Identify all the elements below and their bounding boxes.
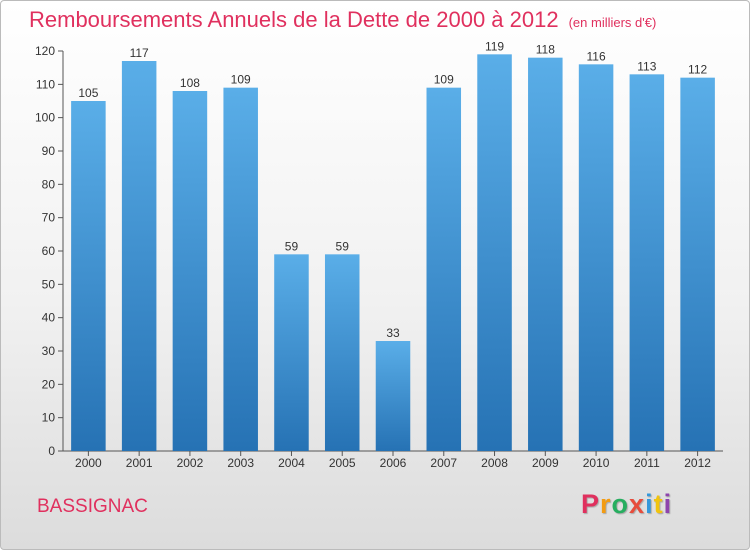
bar-value-label: 108	[180, 76, 200, 90]
bar	[426, 87, 462, 452]
logo-letter: i	[663, 489, 673, 519]
x-tick-label: 2002	[177, 456, 204, 470]
x-tick-label: 2003	[227, 456, 254, 470]
x-tick-label: 2009	[532, 456, 559, 470]
bar-value-label: 105	[78, 86, 98, 100]
bar	[71, 101, 106, 451]
y-tick-label: 120	[35, 44, 55, 58]
y-tick-label: 10	[42, 411, 56, 425]
bar-value-label: 119	[485, 39, 504, 53]
logo-letter: t	[653, 489, 664, 519]
x-tick-label: 2005	[329, 456, 356, 470]
bar	[324, 254, 360, 451]
bar-value-label: 116	[587, 49, 606, 63]
y-tick-label: 80	[42, 177, 56, 191]
bar	[528, 57, 563, 452]
y-tick-label: 30	[42, 344, 56, 358]
bar	[223, 87, 258, 452]
logo-letter: o	[611, 489, 630, 519]
bar-value-label: 109	[231, 73, 251, 87]
logo-letter: P	[581, 489, 601, 519]
bar-value-label: 118	[536, 43, 555, 57]
bar	[629, 74, 665, 451]
y-tick-label: 110	[36, 77, 55, 91]
y-tick-label: 60	[42, 244, 56, 258]
bar-value-label: 109	[434, 73, 454, 87]
bar	[274, 254, 309, 451]
bar-value-label: 117	[130, 46, 149, 60]
bar	[578, 64, 614, 452]
x-tick-label: 2008	[481, 456, 508, 470]
y-tick-label: 100	[35, 111, 55, 125]
y-tick-label: 0	[48, 444, 55, 458]
y-tick-label: 40	[42, 311, 56, 325]
chart-title: Remboursements Annuels de la Dette de 20…	[29, 7, 656, 33]
bars	[71, 54, 715, 452]
y-tick-label: 20	[42, 377, 56, 391]
chart-unit: (en milliers d'€)	[568, 15, 657, 30]
x-tick-label: 2012	[684, 456, 711, 470]
commune-name: BASSIGNAC	[37, 496, 148, 517]
bar	[680, 77, 715, 452]
data-labels: 105 117 108 109 59 59 33 109 119 118 116 113 112	[78, 39, 707, 340]
logo-letter: i	[645, 489, 654, 519]
bar	[121, 61, 157, 451]
x-tick-label: 2006	[380, 456, 407, 470]
y-tick-label: 70	[42, 211, 56, 225]
x-tick-label: 2010	[583, 456, 610, 470]
bar-value-label: 112	[688, 63, 707, 77]
bar	[172, 91, 208, 451]
bar-value-label: 33	[386, 326, 400, 340]
bar	[375, 341, 411, 451]
bar-value-label: 59	[336, 239, 350, 253]
x-tick-label: 2007	[430, 456, 457, 470]
y-tick-label: 50	[42, 277, 56, 291]
y-tick-label: 90	[42, 144, 56, 158]
axes: 0 10 20 30 40 50 60 70 80 90 100 110 120 2000 2001 2002…	[35, 44, 723, 470]
x-tick-label: 2011	[634, 456, 660, 470]
bar	[477, 54, 512, 451]
chart-title-text: Remboursements Annuels de la Dette de 20…	[29, 7, 559, 32]
x-tick-label: 2000	[75, 456, 102, 470]
logo-letter: x	[629, 489, 646, 519]
x-tick-label: 2004	[278, 456, 305, 470]
logo-letter: r	[600, 489, 612, 519]
proxiti-logo: Proxiti	[581, 489, 672, 520]
x-tick-label: 2001	[126, 456, 153, 470]
bar-value-label: 113	[637, 59, 656, 73]
bar-value-label: 59	[285, 239, 299, 253]
